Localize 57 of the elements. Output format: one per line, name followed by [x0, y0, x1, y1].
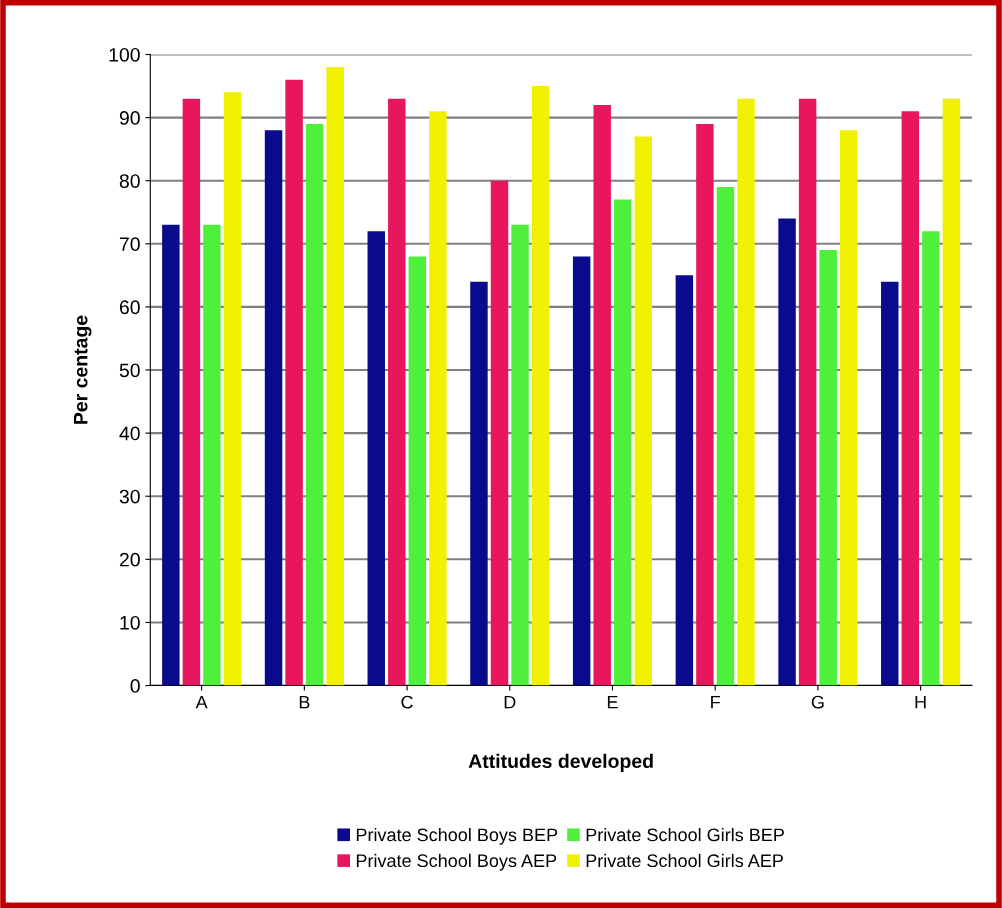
y-tick-label: 60	[119, 300, 140, 315]
y-axis-title: Per centage	[73, 315, 92, 424]
x-tick-label: G	[811, 695, 824, 709]
y-tick-label: 90	[119, 111, 140, 125]
y-tick-label: 50	[119, 363, 140, 378]
x-tick-label: E	[607, 695, 618, 709]
bar	[716, 187, 735, 686]
bar	[696, 123, 714, 686]
bar	[223, 92, 242, 686]
bar	[942, 98, 961, 686]
bar	[490, 180, 509, 686]
bar	[367, 231, 385, 686]
x-tick-label: B	[299, 695, 310, 709]
bar	[326, 67, 344, 686]
legend-label: Private School Girls BEP	[586, 828, 784, 842]
legend-label: Private School Girls AEP	[586, 853, 783, 868]
x-tick-label: C	[401, 695, 413, 709]
bar	[470, 281, 488, 686]
bar	[839, 130, 858, 686]
x-tick-label: H	[915, 695, 926, 709]
bar	[408, 256, 427, 686]
y-tick-label: 80	[119, 174, 140, 188]
bar	[182, 98, 201, 686]
bar	[285, 79, 303, 686]
y-tick-label: 10	[120, 615, 140, 630]
bar	[778, 218, 796, 686]
x-tick-label: A	[195, 695, 208, 709]
bar	[737, 98, 755, 686]
x-tick-label: F	[711, 695, 720, 709]
bar	[881, 281, 899, 686]
y-tick-label: 20	[119, 552, 140, 567]
bar	[511, 224, 529, 686]
bar	[922, 231, 940, 686]
bar	[798, 98, 817, 686]
y-tick-label: 100	[109, 47, 140, 62]
y-tick-label: 30	[119, 489, 140, 504]
bar	[429, 111, 447, 686]
bar	[675, 275, 694, 686]
bar	[593, 104, 611, 686]
bar	[264, 130, 283, 686]
bar	[901, 111, 920, 686]
bar	[572, 256, 591, 686]
bar	[531, 86, 550, 686]
bar	[388, 98, 406, 686]
bar	[162, 224, 180, 686]
y-tick-label: 0	[130, 679, 140, 693]
bar	[819, 250, 837, 686]
legend-label: Private School Boys BEP	[356, 828, 558, 845]
x-axis-title: Attitudes developed	[468, 753, 653, 772]
y-tick-label: 70	[119, 237, 140, 252]
bar	[634, 136, 653, 686]
legend-label: Private School Boys AEP	[356, 853, 557, 871]
bar	[203, 224, 221, 686]
y-tick-label: 40	[119, 426, 140, 441]
x-tick-label: D	[504, 695, 516, 709]
bar	[305, 123, 324, 686]
bar	[614, 199, 632, 686]
